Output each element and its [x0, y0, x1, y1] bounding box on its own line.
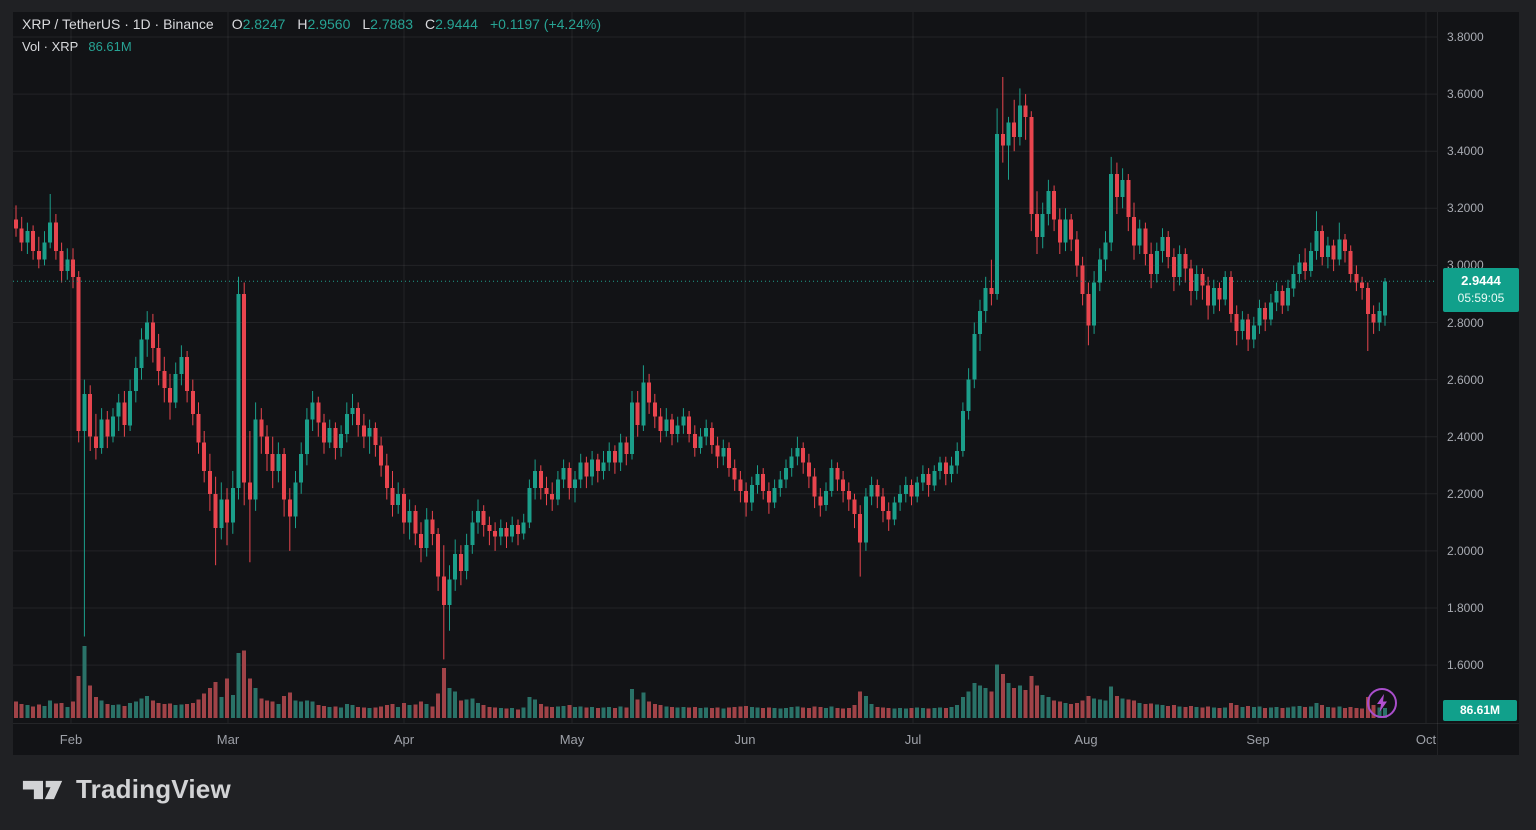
time-axis-label: Jun	[734, 732, 756, 747]
price-axis-label: 2.6000	[1447, 372, 1484, 387]
price-axis-label: 3.8000	[1447, 30, 1484, 44]
ohlc-value: 2.8247	[242, 16, 286, 32]
ohlc-value: 2.9444	[435, 16, 478, 32]
price-axis-label: 2.2000	[1447, 486, 1484, 501]
chart-legend: XRP / TetherUS · 1D · Binance O2.8247 H2.…	[22, 16, 601, 54]
candlestick-chart[interactable]	[13, 12, 1519, 755]
volume-label: Vol · XRP	[22, 39, 79, 54]
price-axis-label: 1.8000	[1447, 601, 1484, 615]
change-value: +0.1197 (+4.24%)	[489, 16, 601, 32]
price-axis[interactable]: 2.9444 05:59:05 86.61M 3.8000 3.6000 3.400…	[1437, 12, 1519, 723]
price-axis-label: 2.0000	[1447, 543, 1484, 558]
quick-trade-button[interactable]	[1367, 688, 1397, 718]
ohlc-value: 2.9560	[307, 16, 351, 32]
ohlc-values: O2.8247 H2.9560 L2.7883 C2.9444	[232, 16, 490, 34]
time-axis-label: Jul	[904, 732, 922, 747]
time-axis-label: Mar	[216, 732, 240, 747]
time-axis-label: Feb	[59, 732, 83, 747]
legend-symbol-row: XRP / TetherUS · 1D · Binance O2.8247 H2.…	[22, 16, 601, 34]
time-axis-label: May	[559, 732, 585, 747]
price-axis-label: 2.4000	[1447, 429, 1484, 444]
price-axis-divider	[1437, 12, 1438, 755]
tradingview-logo-icon	[22, 780, 63, 799]
price-axis-label: 3.4000	[1447, 144, 1484, 159]
last-price-badge: 2.9444 05:59:05	[1443, 268, 1519, 313]
bar-countdown: 05:59:05	[1457, 291, 1505, 306]
time-axis[interactable]: Feb Mar Apr May Jun Jul Aug Sep Oct	[13, 723, 1519, 755]
volume-value: 86.61M	[88, 39, 132, 54]
symbol-title[interactable]: XRP / TetherUS · 1D · Binance	[22, 16, 214, 32]
time-axis-label: Apr	[393, 732, 415, 747]
time-axis-label: Oct	[1415, 732, 1437, 747]
ohlc-label: H	[297, 16, 308, 32]
legend-volume-row: Vol · XRP 86.61M	[22, 39, 601, 54]
time-axis-label: Aug	[1074, 732, 1098, 747]
ohlc-label: C	[424, 16, 436, 32]
tradingview-logo-text: TradingView	[76, 774, 231, 804]
ohlc-value: 2.7883	[370, 16, 413, 32]
chart-panel[interactable]: XRP / TetherUS · 1D · Binance O2.8247 H2.…	[13, 12, 1519, 755]
price-axis-label: 3.2000	[1447, 201, 1484, 216]
ohlc-label: O	[231, 16, 243, 32]
price-axis-label: 1.6000	[1447, 658, 1484, 673]
price-axis-label: 2.8000	[1447, 315, 1484, 330]
time-axis-label: Sep	[1246, 732, 1270, 747]
ohlc-label: L	[362, 16, 371, 32]
tradingview-branding[interactable]: TradingView	[22, 774, 231, 805]
lightning-bolt-icon	[1377, 694, 1387, 712]
price-axis-label: 3.6000	[1447, 87, 1484, 102]
last-price-value: 2.9444	[1461, 273, 1501, 289]
volume-badge: 86.61M	[1443, 700, 1517, 721]
